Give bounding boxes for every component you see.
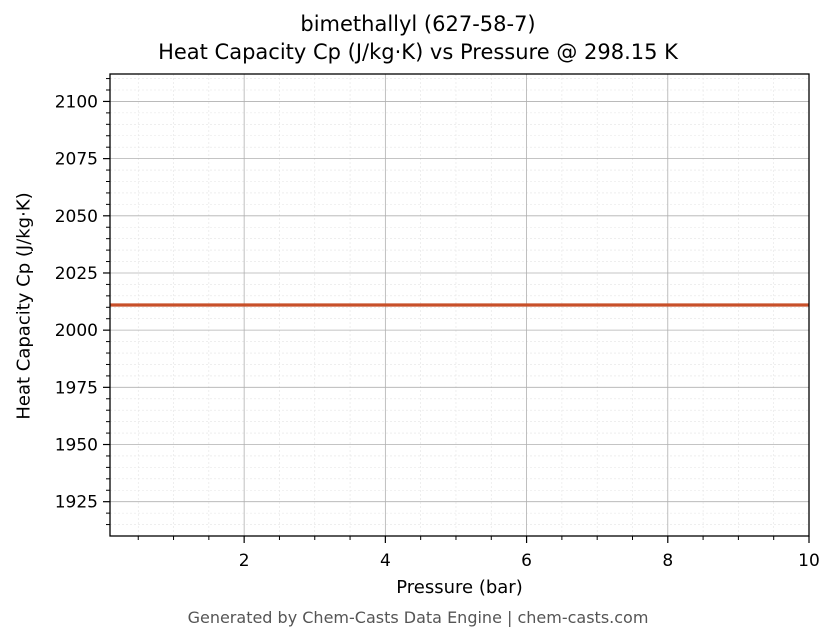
- y-tick-label: 1925: [55, 493, 98, 513]
- y-tick-label: 2050: [55, 207, 98, 227]
- y-tick-label: 2025: [55, 264, 98, 284]
- plot-frame: [109, 73, 810, 537]
- y-tick-label: 1950: [55, 436, 98, 456]
- y-tick-label: 2075: [55, 150, 98, 170]
- x-tick-label: 2: [239, 551, 250, 571]
- minor-grid: [110, 74, 809, 536]
- chart-title: bimethallyl (627-58-7): [300, 12, 536, 36]
- y-tick-label: 2000: [55, 321, 98, 341]
- x-tick-label: 4: [380, 551, 391, 571]
- chart-subtitle: Heat Capacity Cp (J/kg·K) vs Pressure @ …: [158, 40, 678, 64]
- y-tick-label: 2100: [55, 92, 98, 112]
- x-axis-label: Pressure (bar): [396, 577, 523, 598]
- y-tick-label: 1975: [55, 378, 98, 398]
- footer-credit: Generated by Chem-Casts Data Engine | ch…: [187, 608, 649, 627]
- y-axis-label: Heat Capacity Cp (J/kg·K): [13, 192, 35, 420]
- tick-labels: 2 4 6 8 10 1925 1950 1975 2000 2025 2050 2075 2100: [55, 92, 820, 571]
- x-tick-label: 8: [662, 551, 673, 571]
- axis-ticks: [103, 78, 810, 543]
- x-tick-label: 10: [798, 551, 820, 571]
- x-tick-label: 6: [521, 551, 532, 571]
